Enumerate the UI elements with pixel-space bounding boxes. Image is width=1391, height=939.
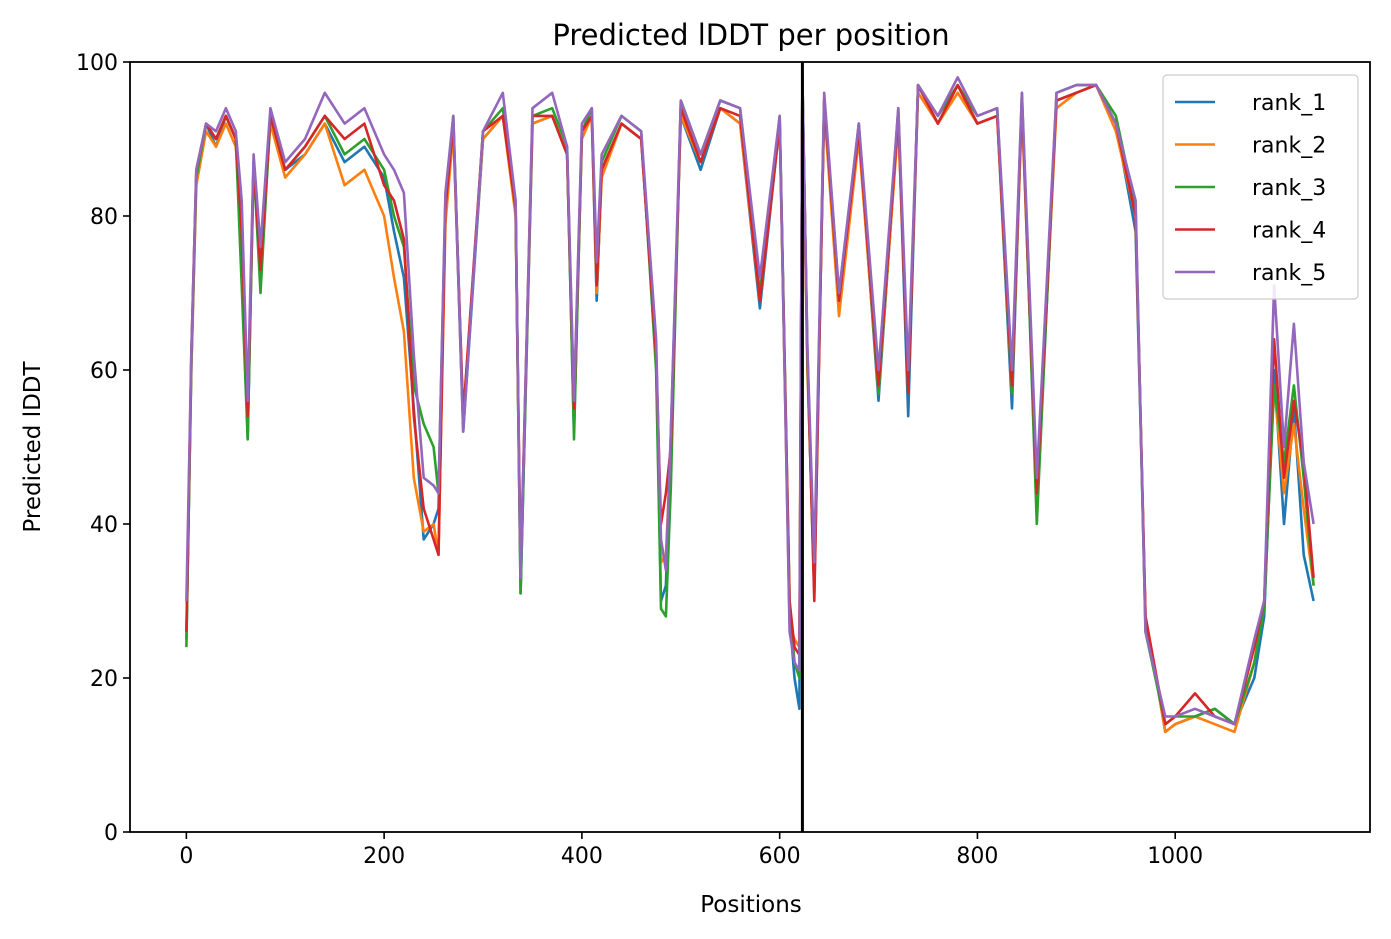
x-tick-label: 1000 bbox=[1147, 844, 1203, 869]
y-axis-label: Predicted lDDT bbox=[20, 360, 46, 532]
x-tick-label: 800 bbox=[956, 844, 998, 869]
y-tick-label: 20 bbox=[90, 667, 118, 692]
chart-title: Predicted lDDT per position bbox=[552, 18, 949, 52]
legend-label: rank_5 bbox=[1252, 261, 1326, 286]
legend-label: rank_1 bbox=[1252, 91, 1326, 116]
y-tick-label: 100 bbox=[76, 51, 118, 76]
x-tick-label: 200 bbox=[363, 844, 405, 869]
legend-label: rank_3 bbox=[1252, 176, 1326, 201]
series-line-rank_5 bbox=[185, 76, 1315, 726]
legend-label: rank_2 bbox=[1252, 134, 1326, 159]
y-tick-label: 80 bbox=[90, 205, 118, 230]
axis-ticks: 0 200 400 600 800 1000 0 20 40 60 80 100 bbox=[76, 51, 1203, 869]
legend-label: rank_4 bbox=[1252, 219, 1326, 244]
y-tick-label: 0 bbox=[104, 821, 118, 846]
legend-box bbox=[1162, 74, 1359, 300]
x-tick-label: 0 bbox=[179, 844, 193, 869]
x-tick-label: 600 bbox=[759, 844, 801, 869]
y-tick-label: 40 bbox=[90, 513, 118, 538]
legend: rank_1 rank_2 rank_3 rank_4 rank_5 bbox=[1162, 74, 1359, 300]
series-layer bbox=[185, 76, 1315, 734]
x-axis-label: Positions bbox=[700, 892, 802, 918]
x-tick-label: 400 bbox=[561, 844, 603, 869]
plot-frame bbox=[129, 61, 1371, 833]
y-tick-label: 60 bbox=[90, 359, 118, 384]
